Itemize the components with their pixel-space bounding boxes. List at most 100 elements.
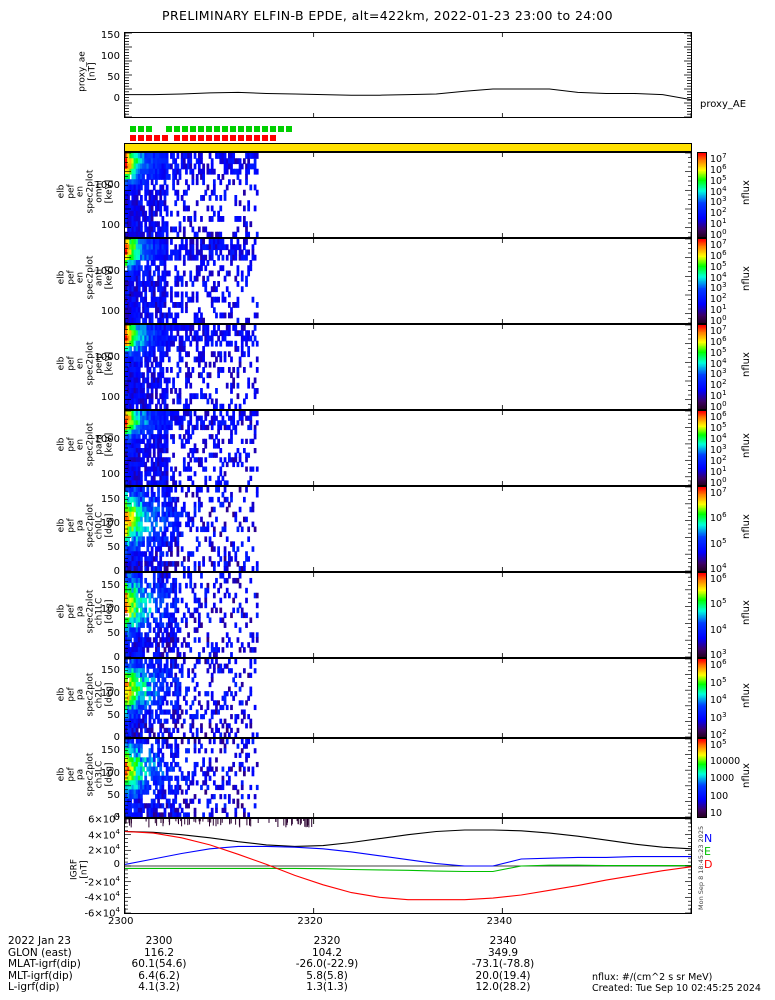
colorbar-tick-elb-pef-en-spec2plot-anti-7: 100 [710, 314, 727, 328]
footer-value-c1-r2: -26.0(-22.9) [295, 958, 359, 971]
colorbar-tick-elb-pef-pa-spec2plot-ch2LC-2: 104 [710, 693, 727, 707]
colorbar-tick-elb-pef-pa-spec2plot-ch1LC-1: 105 [710, 597, 727, 611]
panel-proxy-ae [124, 32, 692, 118]
colorbar-tick-elb-pef-pa-spec2plot-ch3LC-4: 10 [710, 808, 723, 819]
colorbar-tick-elb-pef-en-spec2plot-anti-5: 102 [710, 292, 727, 306]
colorbar-tick-elb-pef-pa-spec2plot-ch2LC-4: 102 [710, 728, 727, 742]
colorbar-tick-elb-pef-en-spec2plot-perp-5: 102 [710, 378, 727, 392]
status-bar-yellow [124, 143, 692, 152]
igrf-legend-n: N [704, 832, 713, 845]
ytick-igrf-20000: 2×104 [88, 843, 120, 857]
elb_pef_pa_spec2plot_ch1LC-spectrogram [125, 573, 691, 657]
elb_pef_pa_spec2plot_ch2LC-spectrogram [125, 659, 691, 737]
elb_pef_pa_spec2plot_ch0LC-spectrogram [125, 487, 691, 571]
colorbar-tick-elb-pef-pa-spec2plot-ch3LC-3: 100 [710, 790, 729, 802]
colorbar-tick-elb-pef-en-spec2plot-perp-4: 103 [710, 367, 727, 381]
colorbar-tick-elb-pef-en-spec2plot-omni-7: 100 [710, 228, 727, 242]
colorbar-label-elb-pef-pa-spec2plot-ch2LC: nflux [740, 683, 752, 708]
colorbar-tick-elb-pef-en-spec2plot-perp-0: 107 [710, 324, 727, 338]
footer-value-c0-r1: 116.2 [143, 946, 175, 959]
footer-value-c1-r4: 1.3(1.3) [306, 981, 348, 994]
ytick-elb-pef-en-spec2plot-perp-100: 100 [100, 391, 120, 403]
igrf-series-total [125, 829, 691, 850]
panel-elb-pef-pa-spec2plot-ch3LC [124, 738, 692, 818]
colorbar-elb-pef-en-spec2plot-omni [697, 152, 707, 238]
colorbar-tick-elb-pef-en-spec2plot-anti-6: 101 [710, 303, 727, 317]
ytick-elb-pef-en-spec2plot-omni-100: 100 [100, 219, 120, 231]
ytick-igrf--40000: -4×104 [84, 890, 120, 904]
panel-elb-pef-pa-spec2plot-ch2LC [124, 658, 692, 738]
colorbar-elb-pef-en-spec2plot-perp [697, 324, 707, 410]
colorbar-tick-elb-pef-en-spec2plot-perp-2: 105 [710, 345, 727, 359]
colorbar-label-elb-pef-en-spec2plot-anti: nflux [740, 266, 752, 291]
ytick-elb-pef-pa-spec2plot-ch0LC-0: 0 [113, 566, 120, 577]
colorbar-tick-elb-pef-en-spec2plot-omni-2: 105 [710, 173, 727, 187]
colorbar-tick-elb-pef-pa-spec2plot-ch0LC-3: 104 [710, 562, 727, 576]
footer-row-label-2: MLAT-igrf(dip) [8, 958, 81, 971]
ytick-elb-pef-pa-spec2plot-ch0LC-50: 50 [107, 542, 120, 554]
ytick-elb-pef-pa-spec2plot-ch1LC-150: 150 [100, 580, 120, 592]
ytick-elb-pef-pa-spec2plot-ch2LC-100: 100 [100, 687, 120, 699]
ytick-elb-pef-en-spec2plot-omni-1000: 1000 [94, 179, 120, 191]
colorbar-label-elb-pef-en-spec2plot-para: nflux [740, 433, 752, 458]
elb_pef_pa_spec2plot_ch3LC-spectrogram [125, 739, 691, 817]
ytick-elb-pef-pa-spec2plot-ch0LC-150: 150 [100, 494, 120, 506]
colorbar-tick-elb-pef-pa-spec2plot-ch3LC-0: 105 [710, 738, 727, 752]
footer-value-c1-r3: 5.8(5.8) [306, 969, 348, 982]
ytick-elb-pef-pa-spec2plot-ch1LC-50: 50 [107, 628, 120, 640]
colorbar-label-elb-pef-en-spec2plot-omni: nflux [740, 180, 752, 205]
footer-value-c1-r1: 104.2 [311, 946, 343, 959]
colorbar-elb-pef-en-spec2plot-anti [697, 238, 707, 324]
colorbar-label-elb-pef-en-spec2plot-perp: nflux [740, 352, 752, 377]
panel-elb-pef-en-spec2plot-perp [124, 324, 692, 410]
colorbar-label-elb-pef-pa-spec2plot-ch0LC: nflux [740, 514, 752, 539]
colorbar-tick-elb-pef-en-spec2plot-omni-6: 101 [710, 217, 727, 231]
ytick-elb-pef-pa-spec2plot-ch3LC-100: 100 [100, 767, 120, 779]
ytick-igrf-40000: 4×104 [88, 827, 120, 841]
ytick-elb-pef-pa-spec2plot-ch1LC-100: 100 [100, 604, 120, 616]
colorbar-tick-elb-pef-en-spec2plot-anti-2: 105 [710, 259, 727, 273]
igrf-legend-d: D [704, 858, 713, 871]
colorbar-tick-elb-pef-en-spec2plot-perp-1: 106 [710, 334, 727, 348]
elb_pef_en_spec2plot_anti-spectrogram [125, 239, 691, 323]
footer-value-c2-r1: 349.9 [487, 946, 519, 959]
colorbar-tick-elb-pef-en-spec2plot-omni-4: 103 [710, 195, 727, 209]
ytick-proxy-ae-150: 150 [100, 30, 120, 41]
footer-value-c0-r0: 2300 [145, 935, 173, 947]
colorbar-elb-pef-en-spec2plot-para [697, 410, 707, 486]
right-label-proxy-ae: proxy_AE [700, 99, 747, 110]
elb_pef_en_spec2plot_perp-spectrogram [125, 325, 691, 409]
colorbar-elb-pef-pa-spec2plot-ch0LC [697, 486, 707, 572]
colorbar-tick-elb-pef-pa-spec2plot-ch2LC-1: 105 [710, 675, 727, 689]
colorbar-tick-elb-pef-en-spec2plot-para-2: 104 [710, 432, 727, 446]
colorbar-tick-elb-pef-en-spec2plot-para-5: 101 [710, 465, 727, 479]
colorbar-tick-elb-pef-en-spec2plot-anti-1: 106 [710, 248, 727, 262]
ytick-elb-pef-pa-spec2plot-ch2LC-0: 0 [113, 732, 120, 743]
ytick-elb-pef-pa-spec2plot-ch3LC-50: 50 [107, 789, 120, 801]
footer-value-c1-r0: 2320 [313, 935, 341, 947]
colorbar-tick-elb-pef-en-spec2plot-omni-3: 104 [710, 184, 727, 198]
ytick-proxy-ae-100: 100 [100, 51, 120, 62]
ytick-elb-pef-en-spec2plot-anti-100: 100 [100, 305, 120, 317]
colorbar-tick-elb-pef-en-spec2plot-para-3: 103 [710, 443, 727, 457]
status-markers [124, 126, 692, 152]
proxy-ae-plot [125, 33, 691, 117]
colorbar-tick-elb-pef-pa-spec2plot-ch3LC-2: 1000 [710, 773, 735, 784]
elb_pef_en_spec2plot_omni-spectrogram [125, 153, 691, 237]
igrf-series-D [125, 830, 691, 901]
ytick-elb-pef-en-spec2plot-perp-1000: 1000 [94, 351, 120, 363]
colorbar-tick-elb-pef-en-spec2plot-omni-1: 106 [710, 162, 727, 176]
panel-igrf [124, 818, 692, 914]
panel-elb-pef-en-spec2plot-para [124, 410, 692, 486]
colorbar-tick-elb-pef-en-spec2plot-para-6: 100 [710, 476, 727, 490]
footer-value-c0-r4: 4.1(3.2) [138, 981, 180, 994]
watermark-text: Mon Sep 8 18:45:23 2025 [697, 825, 705, 910]
xtick-2340: 2340 [486, 916, 513, 927]
footer-value-c2-r3: 20.0(19.4) [475, 969, 531, 982]
colorbar-label-elb-pef-pa-spec2plot-ch1LC: nflux [740, 600, 752, 625]
colorbar-tick-elb-pef-pa-spec2plot-ch0LC-0: 107 [710, 486, 727, 500]
igrf-plot [125, 819, 691, 913]
colorbar-tick-elb-pef-en-spec2plot-omni-0: 107 [710, 152, 727, 166]
colorbar-tick-elb-pef-pa-spec2plot-ch0LC-2: 105 [710, 536, 727, 550]
